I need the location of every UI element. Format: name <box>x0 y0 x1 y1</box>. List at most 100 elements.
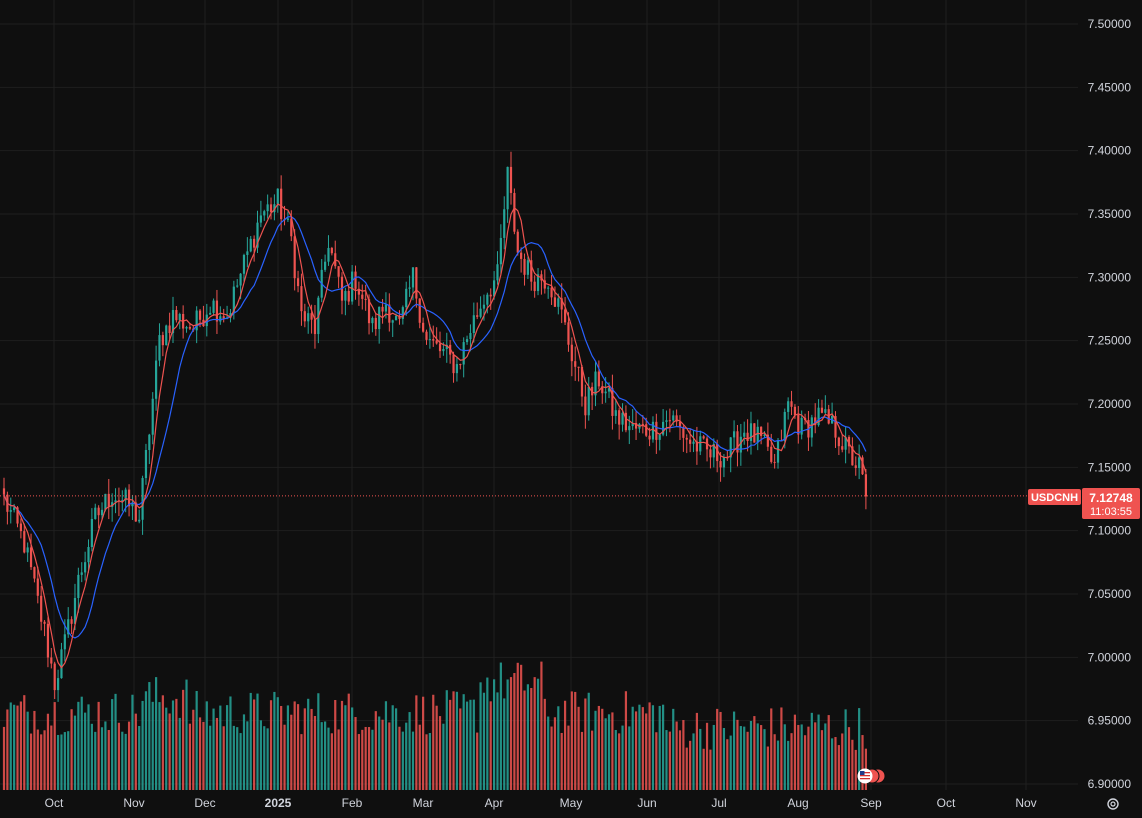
candle-body <box>482 304 486 309</box>
y-tick-label: 7.25000 <box>1088 334 1132 348</box>
volume-bar <box>844 709 847 790</box>
volume-bar <box>198 717 202 790</box>
candle-body <box>43 621 46 624</box>
candle-body <box>286 218 290 220</box>
volume-bar <box>310 708 313 790</box>
volume-bar <box>205 701 208 790</box>
volume-bar <box>618 733 621 790</box>
y-tick-label: 7.35000 <box>1088 207 1132 221</box>
candle-body <box>607 388 611 392</box>
volume-bar <box>800 724 803 790</box>
candle-body <box>854 465 857 469</box>
candle-body <box>361 294 364 299</box>
candle-body <box>411 267 415 288</box>
volume-bar <box>138 726 141 790</box>
x-tick-label: Mar <box>413 796 434 810</box>
candle-body <box>469 332 472 340</box>
volume-bar <box>124 733 127 790</box>
volume-bar <box>195 690 198 790</box>
volume-bar <box>337 729 340 790</box>
volume-bar <box>317 693 320 790</box>
candle-body <box>422 322 425 332</box>
candle-body <box>496 264 499 281</box>
volume-bar <box>577 706 580 790</box>
candle-body <box>303 311 306 322</box>
volume-bar <box>449 699 452 790</box>
volume-bar <box>351 707 354 790</box>
candle-body <box>256 222 259 248</box>
volume-bar <box>547 716 550 790</box>
y-tick-label: 7.05000 <box>1088 587 1132 601</box>
volume-bar <box>144 691 148 790</box>
candle-body <box>773 461 776 463</box>
volume-bar <box>753 716 756 790</box>
time-axis[interactable]: Oct Nov Dec 2025 Feb Mar Apr May Jun Jul Aug Sep Oct… <box>45 796 1037 810</box>
candle-body <box>148 434 151 451</box>
candle-body <box>138 519 141 522</box>
volume-bar <box>787 740 790 790</box>
candle-body <box>506 166 509 210</box>
volume-bar <box>607 714 611 790</box>
volume-bar <box>773 734 776 790</box>
volume-bar <box>405 722 408 790</box>
candle-body <box>158 335 161 361</box>
candle-body <box>151 398 154 435</box>
candles <box>2 151 867 702</box>
x-tick-label: Nov <box>1015 796 1036 810</box>
volume-bar <box>182 689 185 790</box>
candle-body <box>144 450 148 479</box>
candle-body <box>209 312 212 315</box>
volume-bar <box>286 705 290 790</box>
volume-bar <box>621 725 624 790</box>
volume-bar <box>496 692 499 790</box>
volume-bar <box>357 734 360 790</box>
candle-body <box>367 299 371 324</box>
candle-body <box>198 310 202 320</box>
volume-bar <box>300 734 303 790</box>
volume-bar <box>432 694 435 790</box>
volume-bar <box>158 702 161 790</box>
x-tick-label: May <box>560 796 583 810</box>
candle-body <box>371 317 374 324</box>
volume-bar <box>672 708 675 790</box>
price-axis[interactable]: 6.90000 6.95000 7.00000 7.05000 7.10000 7.150… <box>1088 17 1132 791</box>
volume-bar <box>40 734 43 790</box>
gear-icon[interactable] <box>1107 798 1119 810</box>
candle-body <box>418 298 421 323</box>
volume-bar <box>371 729 374 790</box>
volume-bar <box>80 696 83 790</box>
volume-bar <box>107 730 110 790</box>
candle-body <box>263 211 266 216</box>
candle-body <box>337 266 340 277</box>
volume-bar <box>533 677 536 790</box>
candle-body <box>107 493 110 507</box>
y-tick-label: 7.45000 <box>1088 80 1132 94</box>
candle-body <box>94 507 97 519</box>
candle-body <box>513 192 516 232</box>
volume-bar <box>486 677 489 790</box>
volume-bar <box>749 720 753 790</box>
y-tick-label: 7.15000 <box>1088 460 1132 474</box>
volume-bar <box>94 731 97 790</box>
volume-bar <box>84 712 87 790</box>
x-tick-label: Dec <box>194 796 215 810</box>
volume-bar <box>236 727 239 790</box>
bar-countdown: 11:03:55 <box>1090 506 1132 518</box>
candle-body <box>520 252 523 259</box>
candle-body <box>678 421 682 428</box>
volume-bar <box>19 701 22 790</box>
y-tick-label: 6.95000 <box>1088 714 1132 728</box>
volume-bar <box>746 731 749 790</box>
last-price-value: 7.12748 <box>1089 491 1133 505</box>
candle-body <box>847 436 851 447</box>
candle-body <box>188 327 191 329</box>
candle-body <box>104 493 107 510</box>
us-flag-icon[interactable] <box>857 768 886 784</box>
volume-bar <box>97 701 100 790</box>
volume-bar <box>56 734 60 790</box>
candle-body <box>827 409 830 424</box>
volume-bar <box>523 690 526 790</box>
candle-body <box>499 237 502 265</box>
